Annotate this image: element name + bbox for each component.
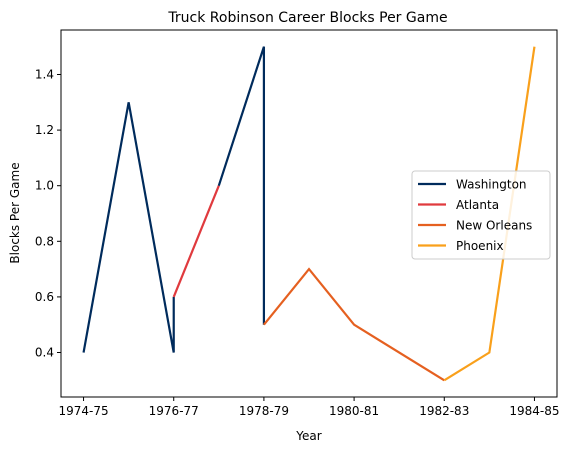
legend-label: New Orleans bbox=[456, 219, 532, 233]
legend: Washington Atlanta New Orleans Phoenix bbox=[411, 170, 551, 260]
y-tick-label: 0.4 bbox=[35, 346, 54, 360]
legend-label: Atlanta bbox=[456, 198, 499, 212]
x-tick-label: 1976-77 bbox=[149, 404, 199, 418]
x-tick-label: 1982-83 bbox=[419, 404, 469, 418]
series-line-new-orleans-3 bbox=[263, 267, 445, 382]
plot-area bbox=[82, 46, 536, 382]
chart-title: Truck Robinson Career Blocks Per Game bbox=[167, 10, 447, 26]
x-tick-label: 1974-75 bbox=[58, 404, 108, 418]
x-tick-label: 1978-79 bbox=[239, 404, 289, 418]
x-tick-label: 1984-85 bbox=[509, 404, 559, 418]
y-tick-label: 0.8 bbox=[35, 234, 54, 248]
legend-box bbox=[411, 170, 551, 260]
y-tick-label: 1.2 bbox=[35, 123, 54, 137]
series-line-washington-0 bbox=[82, 102, 175, 353]
y-tick-label: 1.4 bbox=[35, 67, 54, 81]
y-axis: 0.4 0.6 0.8 1.0 1.2 1.4 bbox=[35, 67, 61, 360]
y-tick-label: 1.0 bbox=[35, 179, 54, 193]
x-tick-label: 1980-81 bbox=[329, 404, 379, 418]
series-line-atlanta-1 bbox=[172, 185, 220, 298]
x-axis-label: Year bbox=[295, 429, 321, 443]
series-line-phoenix-4 bbox=[443, 46, 536, 382]
legend-label: Washington bbox=[456, 178, 527, 192]
x-axis: 1974-75 1976-77 1978-79 1980-81 1982-83 1984-… bbox=[58, 397, 560, 418]
series-line-washington-2 bbox=[217, 46, 266, 325]
y-axis-label: Blocks Per Game bbox=[8, 162, 22, 263]
legend-label: Phoenix bbox=[456, 239, 504, 253]
plot-frame bbox=[60, 29, 558, 398]
y-tick-label: 0.6 bbox=[35, 290, 54, 304]
